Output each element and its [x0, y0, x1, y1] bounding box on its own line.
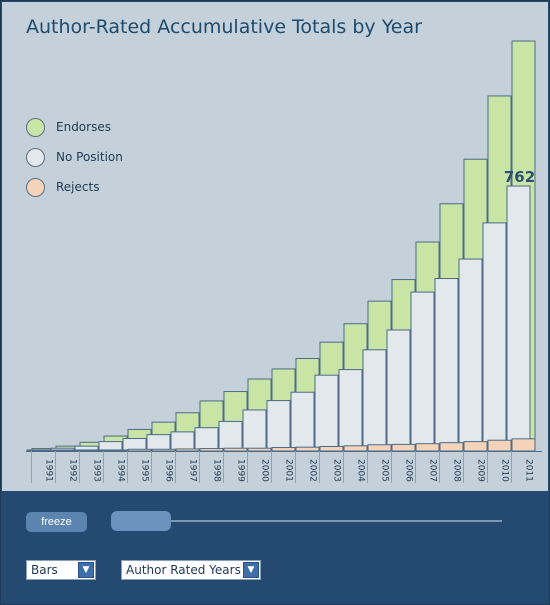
bar-no-position-2011[interactable]: [506, 185, 531, 452]
bar-no-position-2001[interactable]: [266, 400, 291, 452]
x-tick-label-1998: 1998: [212, 459, 222, 482]
bar-no-position-2009[interactable]: [458, 258, 483, 452]
bar-rejects-2009[interactable]: [463, 441, 488, 452]
legend-label-no-position: No Position: [56, 150, 123, 164]
x-tick-label-2005: 2005: [380, 459, 390, 482]
bar-rejects-2000[interactable]: [247, 447, 272, 452]
chart-panel: Author-Rated Accumulative Totals by Year…: [2, 2, 548, 491]
bar-rejects-2002[interactable]: [295, 446, 320, 452]
x-tick-label-1997: 1997: [188, 459, 198, 482]
bar-rejects-2001[interactable]: [271, 447, 296, 452]
mode-select[interactable]: Author Rated Years ▼: [121, 560, 261, 580]
bar-no-position-2000[interactable]: [242, 409, 267, 452]
legend-swatch-rejects: [26, 177, 45, 197]
bar-no-position-2003[interactable]: [314, 374, 339, 452]
chevron-down-icon[interactable]: ▼: [78, 562, 94, 578]
legend-item-rejects[interactable]: Rejects: [26, 176, 99, 198]
bar-rejects-2010[interactable]: [487, 439, 512, 452]
bar-no-position-2002[interactable]: [290, 391, 315, 452]
x-tick-label-2009: 2009: [476, 459, 486, 482]
bar-no-position-2004[interactable]: [338, 369, 363, 452]
legend-item-endorses[interactable]: Endorses: [26, 116, 111, 138]
x-tick-label-2003: 2003: [332, 459, 342, 482]
legend-label-rejects: Rejects: [56, 180, 100, 194]
bar-chart: 1991 1992 1993 1994 1995 1996 1997 1998 1999 2000…: [26, 40, 542, 483]
bar-no-position-1998[interactable]: [194, 427, 219, 452]
year-slider-track[interactable]: [112, 520, 502, 522]
chart-title: Author-Rated Accumulative Totals by Year: [26, 16, 422, 38]
data-label-2011: 762: [504, 168, 535, 186]
bar-no-position-2005[interactable]: [362, 349, 387, 452]
x-tick-label-2002: 2002: [308, 459, 318, 482]
bar-rejects-2005[interactable]: [367, 444, 392, 452]
bar-rejects-2011[interactable]: [511, 438, 536, 452]
legend-item-no-position[interactable]: No Position: [26, 146, 123, 168]
x-tick-label-1995: 1995: [140, 459, 150, 482]
bar-rejects-2003[interactable]: [319, 445, 344, 452]
bar-rejects-1991[interactable]: [31, 449, 56, 452]
bar-no-position-2007[interactable]: [410, 291, 435, 452]
mode-select-value: Author Rated Years: [126, 563, 241, 577]
bar-rejects-2004[interactable]: [343, 445, 368, 452]
view-select-value: Bars: [31, 563, 58, 577]
bar-rejects-1993[interactable]: [79, 449, 104, 452]
bar-no-position-1997[interactable]: [170, 431, 195, 452]
view-select[interactable]: Bars ▼: [26, 560, 96, 580]
x-tick-label-2004: 2004: [356, 459, 366, 482]
bar-no-position-2010[interactable]: [482, 222, 507, 452]
legend-swatch-no-position: [26, 147, 45, 167]
bar-rejects-1998[interactable]: [199, 448, 224, 452]
bar-rejects-2006[interactable]: [391, 443, 416, 452]
x-tick-label-2011: 2011: [524, 459, 534, 482]
year-slider-thumb[interactable]: [111, 511, 171, 531]
bar-no-position-2008[interactable]: [434, 278, 459, 452]
bar-rejects-2008[interactable]: [439, 442, 464, 452]
controls-panel: freeze Bars ▼ Author Rated Years ▼: [2, 493, 548, 603]
bar-no-position-1999[interactable]: [218, 420, 243, 452]
x-tick-label-1992: 1992: [68, 459, 78, 482]
x-tick-label-1993: 1993: [92, 459, 102, 482]
freeze-button[interactable]: freeze: [26, 512, 87, 532]
bar-rejects-1996[interactable]: [151, 448, 176, 452]
bar-no-position-2006[interactable]: [386, 329, 411, 452]
x-tick-label-2006: 2006: [404, 459, 414, 482]
legend-swatch-endorses: [26, 117, 45, 137]
x-tick-label-1996: 1996: [164, 459, 174, 482]
bar-no-position-1996[interactable]: [146, 434, 171, 452]
bar-rejects-1995[interactable]: [127, 448, 152, 452]
x-tick-label-1994: 1994: [116, 459, 126, 482]
x-tick-label-2008: 2008: [452, 459, 462, 482]
x-tick-label-2007: 2007: [428, 459, 438, 482]
bar-rejects-1997[interactable]: [175, 448, 200, 452]
x-tick-label-2010: 2010: [500, 459, 510, 482]
x-tick-label-1991: 1991: [44, 459, 54, 482]
x-tick-label-2000: 2000: [260, 459, 270, 482]
x-tick-label-2001: 2001: [284, 459, 294, 482]
bar-rejects-1999[interactable]: [223, 447, 248, 452]
legend-label-endorses: Endorses: [56, 120, 111, 134]
chevron-down-icon[interactable]: ▼: [243, 562, 259, 578]
bar-rejects-1992[interactable]: [55, 449, 80, 452]
bar-rejects-2007[interactable]: [415, 443, 440, 452]
x-tick-label-1999: 1999: [236, 459, 246, 482]
bar-rejects-1994[interactable]: [103, 449, 128, 452]
